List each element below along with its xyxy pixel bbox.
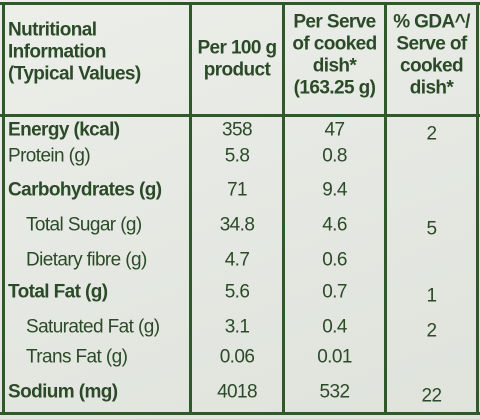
nutrient-value: 0.06	[219, 346, 255, 368]
nutrient-value: 5	[426, 218, 438, 240]
header-text: (163.25 g)	[293, 77, 376, 99]
nutrient-value: 532	[319, 381, 351, 403]
nutrient-value: 0.7	[322, 281, 347, 303]
nutrient-value: 358	[222, 119, 253, 141]
nutrient-value: 2	[426, 123, 438, 145]
nutrient-name: Sodium (mg)	[8, 381, 118, 403]
header-text: cooked	[400, 55, 464, 77]
header-text: of cooked	[292, 33, 377, 55]
header-text: dish*	[312, 55, 357, 77]
nutrient-name: Trans Fat (g)	[26, 346, 128, 368]
header-text: Per Serve	[293, 11, 376, 33]
rule	[476, 2, 479, 415]
nutrient-value: 9.4	[322, 179, 347, 201]
header-text: Nutritional	[8, 19, 97, 41]
nutrient-name: Total Sugar (g)	[26, 214, 142, 236]
nutrient-value: 22	[421, 385, 443, 407]
nutrient-value: 5.8	[224, 145, 250, 167]
rule	[189, 2, 192, 415]
nutrient-name: Saturated Fat (g)	[26, 316, 160, 338]
nutrient-value: 1	[426, 285, 438, 307]
rule	[0, 412, 480, 415]
header-text: % GDA^/	[393, 11, 470, 33]
nutrient-value: 4.7	[224, 249, 250, 271]
nutrient-value: 2	[426, 320, 438, 342]
nutrient-name: Carbohydrates (g)	[8, 179, 162, 201]
nutrient-value: 0.8	[322, 145, 347, 167]
nutrient-name: Total Fat (g)	[8, 281, 108, 303]
rule	[282, 2, 285, 415]
nutrient-value: 0.01	[317, 346, 352, 368]
nutrient-value: 5.6	[224, 281, 250, 303]
rule	[0, 2, 480, 5]
nutrient-name: Protein (g)	[8, 145, 91, 167]
header-text: Serve of	[396, 33, 467, 55]
header-text: Information	[8, 41, 107, 63]
header-text: (Typical Values)	[8, 63, 141, 85]
rule	[384, 2, 387, 415]
nutrient-value: 4018	[217, 381, 257, 403]
nutrient-value: 3.1	[224, 316, 250, 338]
nutrient-value: 0.4	[322, 316, 347, 338]
header-text: product	[203, 59, 271, 81]
rule	[0, 114, 480, 117]
nutrient-name: Energy (kcal)	[8, 119, 120, 141]
nutrient-value: 47	[324, 119, 346, 141]
nutrient-value: 71	[227, 179, 248, 201]
header-text: Per 100 g	[197, 37, 277, 59]
nutrient-value: 0.6	[322, 249, 347, 271]
nutrient-name: Dietary fibre (g)	[26, 249, 147, 271]
rule	[2, 2, 5, 415]
nutrient-value: 4.6	[322, 214, 347, 236]
header-text: dish*	[409, 77, 454, 99]
nutrient-value: 34.8	[219, 214, 255, 236]
